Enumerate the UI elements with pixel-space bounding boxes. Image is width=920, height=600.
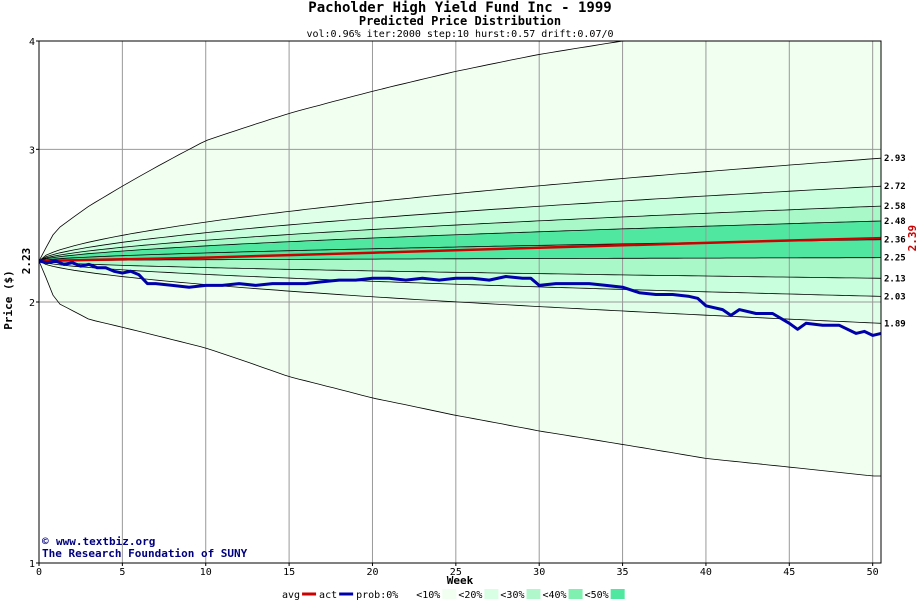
percentile-line-8 [38,260,882,297]
credit-org: The Research Foundation of SUNY [42,547,248,560]
legend-label-1: act [319,590,337,600]
legend-label-3: <10% [416,590,440,600]
legend-label-0: avg [282,590,300,600]
legend-label-5: <30% [500,590,524,600]
percentile-label-6: 2.25 [884,254,906,264]
percentile-line-6 [38,257,882,262]
x-tick-label-15: 15 [283,567,295,578]
y-axis-label: Price ($) [2,270,15,330]
chart-subtitle: Predicted Price Distribution [359,14,561,28]
legend-swatch-5 [526,589,541,599]
legend-swatch-6 [568,589,583,599]
percentile-line-2 [38,185,882,262]
y-tick-label-1: 1 [29,559,35,570]
chart-title: Pacholder High Yield Fund Inc - 1999 [308,0,611,16]
x-tick-label-5: 5 [119,567,125,578]
series-lines [38,236,882,337]
x-tick-label-25: 25 [450,567,462,578]
y-tick-label-4: 4 [29,37,35,48]
legend-swatch-7 [610,589,625,599]
x-axis-ticks: 0 5 10 15 20 25 30 35 40 45 50 [36,563,879,578]
x-tick-label-40: 40 [700,567,712,578]
start-price-label: 2.23 [20,248,33,275]
legend-swatch-2 [400,589,415,599]
x-axis-label: Week [447,574,474,587]
legend-label-7: <50% [585,590,609,600]
legend-label-4: <20% [458,590,482,600]
x-tick-label-20: 20 [366,567,378,578]
percentile-label-7: 2.13 [884,274,906,284]
percentile-label-4: 2.48 [884,217,906,227]
percentile-line-1 [38,157,882,262]
credits: © www.textbiz.org The Research Foundatio… [42,535,248,560]
percentile-label-3: 2.58 [884,202,906,212]
legend-label-2: prob:0% [356,590,398,600]
end-actual-price-label: 2.39 [906,225,919,252]
percentile-line-7 [38,260,882,279]
legend: avg act prob:0% <10% <20% <30% <40% <50% [282,589,625,600]
copyright-icon: © [42,535,49,548]
x-tick-label-50: 50 [867,567,879,578]
x-tick-label-45: 45 [783,567,795,578]
legend-swatch-3 [442,589,457,599]
percentile-line-3 [38,205,882,262]
envelope-lower-line [38,260,881,477]
y-tick-label-2: 2 [29,298,35,309]
percentile-label-9: 1.89 [884,319,906,329]
percentile-line-4 [38,220,882,262]
x-tick-label-0: 0 [36,567,42,578]
percentile-label-2: 2.72 [884,182,906,192]
percentile-label-8: 2.03 [884,292,906,302]
x-tick-label-30: 30 [533,567,545,578]
series-line-act [38,259,882,337]
percentile-line-9 [38,260,882,324]
y-tick-label-3: 3 [29,145,35,156]
percentile-label-5: 2.36 [884,236,906,246]
legend-label-6: <40% [543,590,567,600]
x-tick-label-35: 35 [617,567,629,578]
legend-swatch-4 [484,589,499,599]
percentile-labels: 2.93 2.72 2.58 2.48 2.36 2.25 2.13 2.03 1.89 [884,154,906,329]
y-axis-ticks: 1 2 3 4 [29,37,39,570]
x-tick-label-10: 10 [200,567,212,578]
percentile-label-1: 2.93 [884,154,906,164]
band-center [39,221,881,261]
credit-site[interactable]: www.textbiz.org [56,535,155,548]
series-line-avg [38,236,882,263]
chart-parameters: vol:0.96% iter:2000 step:10 hurst:0.57 d… [306,29,613,40]
